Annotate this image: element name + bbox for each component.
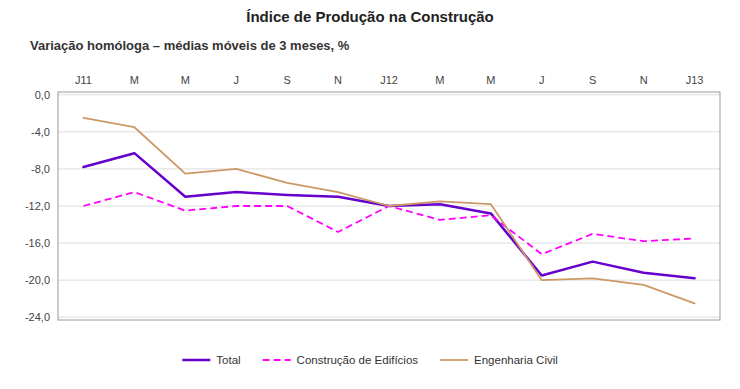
x-tick-label: M (486, 74, 495, 86)
grid-line (58, 243, 720, 244)
x-tick-label: J (233, 74, 239, 86)
x-tick-label: J12 (380, 74, 398, 86)
x-tick-label: J (539, 74, 545, 86)
y-tick-label: -4,0 (31, 126, 50, 138)
x-tick-label: N (640, 74, 648, 86)
series-line (83, 118, 694, 303)
legend-swatch (182, 359, 210, 362)
x-tick-label: J11 (75, 74, 92, 86)
legend-label: Construção de Edifícios (297, 354, 419, 366)
legend: Total Construção de Edifícios Engenharia C… (182, 354, 558, 366)
plot-frame (58, 92, 720, 320)
x-tick-label: N (334, 74, 342, 86)
lines (83, 118, 694, 303)
y-tick-label: -16,0 (25, 237, 50, 249)
legend-item: Construção de Edifícios (263, 354, 419, 366)
legend-swatch (263, 359, 291, 361)
subtitle: Variação homóloga – médias móveis de 3 m… (30, 38, 350, 53)
series-line (83, 153, 694, 278)
grid-line (58, 94, 720, 95)
y-tick-label: -8,0 (31, 163, 50, 175)
grid-line (58, 280, 720, 281)
x-tick-label: S (589, 74, 596, 86)
grid-line (58, 131, 720, 132)
series-line (83, 192, 694, 254)
grid (58, 95, 720, 317)
grid-line (58, 317, 720, 318)
x-tick-label: M (130, 74, 139, 86)
y-tick-label: -24,0 (25, 311, 50, 323)
chart: Índice de Produção na Construção Variação… (0, 0, 740, 389)
x-tick-label: S (283, 74, 290, 86)
x-tick-label: M (181, 74, 190, 86)
legend-item: Total (182, 354, 240, 366)
y-tick-label: -20,0 (25, 274, 50, 286)
legend-item: Engenharia Civil (440, 354, 558, 366)
legend-swatch (440, 359, 468, 361)
legend-label: Total (216, 354, 240, 366)
x-tick-label: J13 (686, 74, 704, 86)
y-tick-label: -12,0 (25, 200, 50, 212)
x-tick-label: M (435, 74, 444, 86)
title: Índice de Produção na Construção (246, 8, 494, 25)
legend-label: Engenharia Civil (474, 354, 558, 366)
grid-line (58, 168, 720, 169)
y-tick-label: 0,0 (35, 89, 50, 101)
